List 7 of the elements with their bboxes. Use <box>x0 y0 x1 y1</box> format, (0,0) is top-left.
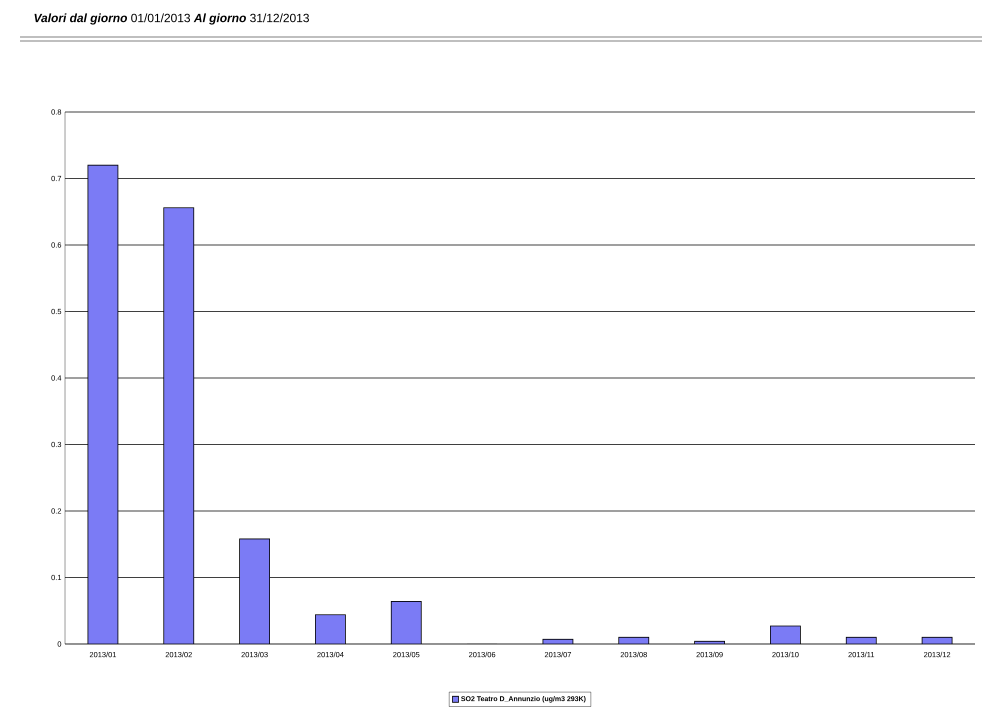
bar <box>315 614 346 644</box>
bar <box>88 164 118 644</box>
bar <box>163 207 194 644</box>
bar <box>239 538 270 644</box>
bar <box>390 601 422 644</box>
chart-title: Valori dal giorno 01/01/2013 Al giorno 31/12/2013 <box>34 13 309 25</box>
bar <box>770 626 801 644</box>
